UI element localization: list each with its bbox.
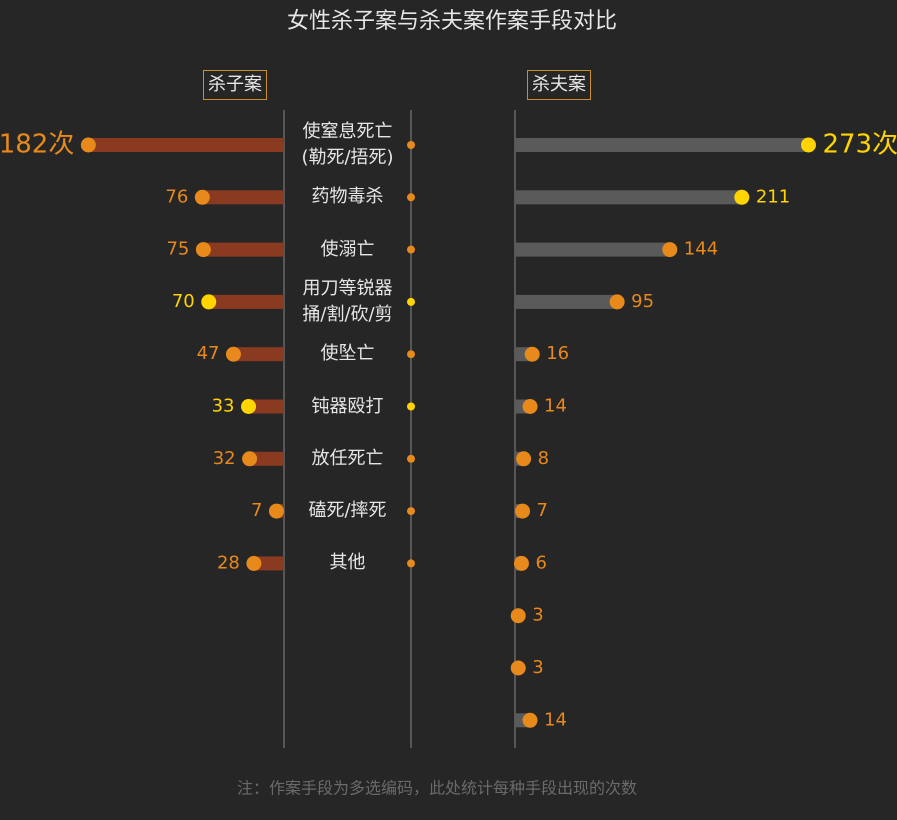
dot: [241, 399, 257, 414]
dot: [524, 346, 540, 362]
value-label: 76: [165, 186, 188, 207]
dot: [513, 555, 529, 571]
category-label: 药物毒杀: [311, 186, 384, 208]
bar: [515, 294, 618, 309]
bar: [515, 242, 670, 257]
category-label: 使窒息死亡 (勒死/捂死): [301, 121, 394, 168]
value-label: 14: [544, 709, 567, 730]
value-label: 3: [532, 605, 543, 626]
dot: [268, 503, 284, 519]
dot: [242, 451, 258, 467]
bar: [88, 138, 284, 152]
category-label: 使坠亡: [320, 343, 375, 365]
bar: [203, 242, 284, 257]
value-label: 7: [251, 500, 262, 521]
value-label: 75: [166, 239, 189, 260]
dot: [201, 294, 217, 310]
dot: [515, 503, 531, 519]
value-label: 8: [538, 448, 549, 469]
dot: [225, 346, 241, 362]
category-label: 用刀等锐器 捅/割/砍/剪: [302, 277, 393, 325]
bar: [208, 294, 284, 309]
value-label: 3: [532, 657, 543, 678]
bar: [249, 451, 284, 466]
category-label: 使溺亡: [320, 238, 375, 260]
right-header: 杀夫案: [527, 70, 591, 100]
value-label: 211: [756, 186, 790, 207]
center-dot: [407, 193, 415, 202]
dot: [246, 555, 262, 571]
footnote: 注：作案手段为多选编码，此处统计每种手段出现的次数: [237, 779, 637, 798]
value-label: 14: [544, 396, 567, 417]
value-label: 182次: [0, 130, 74, 160]
category-label: 磕死/摔死: [308, 500, 387, 522]
dot: [522, 712, 538, 728]
dot: [510, 608, 526, 624]
dot: [609, 294, 625, 310]
dot: [194, 189, 210, 205]
center-dot: [407, 350, 415, 359]
category-label: 钝器殴打: [311, 395, 384, 417]
dot: [195, 242, 211, 258]
chart-title: 女性杀子案与杀夫案作案手段对比: [287, 9, 617, 34]
dot: [80, 137, 96, 153]
center-dot: [407, 507, 415, 516]
value-label: 7: [537, 500, 548, 521]
dot: [662, 242, 678, 258]
value-label: 70: [172, 291, 195, 312]
value-label: 95: [631, 291, 654, 312]
value-label: 144: [684, 239, 718, 260]
dot: [516, 451, 532, 467]
category-label: 其他: [329, 552, 366, 574]
center-dot: [407, 559, 415, 568]
center-dot: [407, 245, 415, 254]
center-dot: [407, 297, 415, 306]
bar: [515, 190, 742, 205]
dot: [800, 137, 816, 153]
center-dot: [407, 141, 415, 149]
value-label: 33: [212, 396, 235, 417]
center-dot: [407, 402, 415, 411]
dot: [522, 399, 538, 414]
center-dot: [407, 454, 415, 463]
bar: [233, 347, 284, 362]
value-label: 16: [546, 343, 569, 364]
bar: [248, 399, 284, 414]
value-label: 47: [197, 343, 220, 364]
value-label: 28: [217, 552, 240, 573]
dot: [510, 660, 526, 676]
dot: [734, 189, 750, 205]
category-label: 放任死亡: [311, 447, 384, 469]
left-header: 杀子案: [203, 70, 267, 100]
value-label: 273次: [822, 130, 897, 160]
bar: [253, 556, 284, 571]
value-label: 6: [535, 552, 546, 573]
bar: [515, 138, 809, 152]
bar: [202, 190, 284, 205]
value-label: 32: [213, 448, 236, 469]
